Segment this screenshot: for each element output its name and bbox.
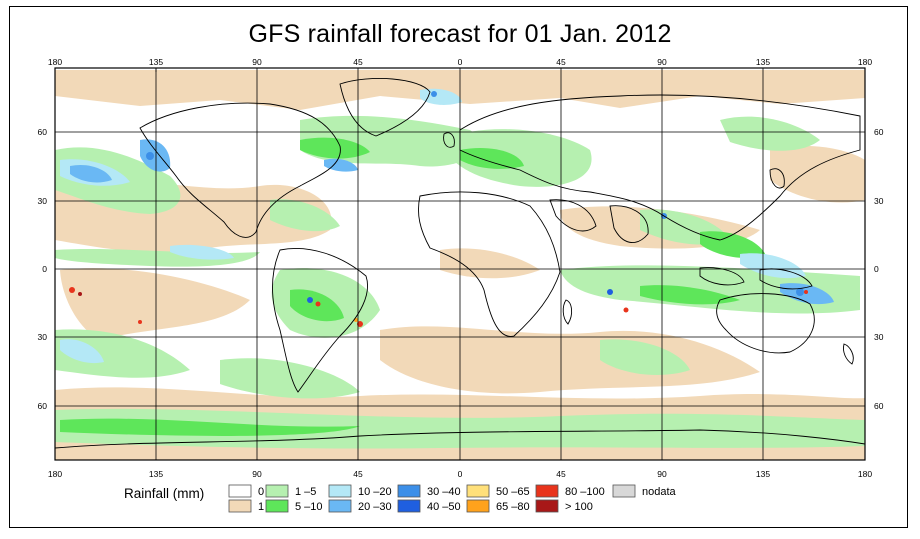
legend-swatch <box>265 484 289 498</box>
legend-swatch <box>397 499 421 513</box>
lon-label: 180 <box>858 57 872 67</box>
coastlines <box>55 78 865 449</box>
lat-label: 0 <box>42 264 47 274</box>
lon-label: 90 <box>657 57 667 67</box>
legend-label: 40 –50 <box>427 501 461 513</box>
legend-swatch <box>535 499 559 513</box>
lon-label: 180 <box>48 469 62 479</box>
legend-swatch <box>535 484 559 498</box>
tick-marks <box>54 68 866 460</box>
lon-label: 0 <box>458 469 463 479</box>
lon-label: 135 <box>756 57 770 67</box>
lat-label: 30 <box>874 332 884 342</box>
legend-swatch <box>228 499 252 513</box>
legend-label: 10 –20 <box>358 486 392 498</box>
right-lat-labels: 60 30 0 30 60 <box>874 127 884 411</box>
rain-20-30mm-areas <box>70 139 834 305</box>
legend-title: Rainfall (mm) <box>124 486 204 501</box>
lon-label: 180 <box>858 469 872 479</box>
lon-label: 45 <box>353 57 363 67</box>
rain-5-10mm-areas <box>60 137 766 436</box>
heavy-rain-cells <box>69 91 808 327</box>
lat-label: 30 <box>38 332 48 342</box>
legend-label: 1 <box>258 501 264 513</box>
lon-label: 135 <box>756 469 770 479</box>
lat-label: 60 <box>38 127 48 137</box>
map-border <box>54 67 866 461</box>
legend-swatch <box>466 484 490 498</box>
legend-label: > 100 <box>565 501 593 513</box>
lon-label: 135 <box>149 57 163 67</box>
legend-label: 30 –40 <box>427 486 461 498</box>
lat-label: 30 <box>874 196 884 206</box>
bottom-lon-labels: 180 135 90 45 0 45 90 135 180 <box>48 469 872 479</box>
map-title: GFS rainfall forecast for 01 Jan. 2012 <box>248 20 672 48</box>
figure-frame <box>9 6 908 528</box>
legend-label: 20 –30 <box>358 501 392 513</box>
legend-label: 50 –65 <box>496 486 530 498</box>
lon-label: 90 <box>252 57 262 67</box>
legend-swatch <box>228 484 252 498</box>
lon-label: 90 <box>252 469 262 479</box>
lon-label: 180 <box>48 57 62 67</box>
left-lat-labels: 60 30 0 30 60 <box>38 127 48 411</box>
legend-swatch <box>612 484 636 498</box>
lat-label: 60 <box>874 127 884 137</box>
lat-label: 30 <box>38 196 48 206</box>
lon-label: 0 <box>458 57 463 67</box>
legend-label: 1 –5 <box>295 486 316 498</box>
rain-1mm-areas <box>55 70 865 460</box>
legend-swatch <box>466 499 490 513</box>
lon-label: 90 <box>657 469 667 479</box>
legend-label: 5 –10 <box>295 501 323 513</box>
legend-swatch <box>328 499 352 513</box>
lat-label: 60 <box>38 401 48 411</box>
lon-label: 135 <box>149 469 163 479</box>
graticule <box>55 68 865 460</box>
legend-label: 65 –80 <box>496 501 530 513</box>
legend-swatch <box>265 499 289 513</box>
lon-label: 45 <box>556 469 566 479</box>
legend-swatch <box>397 484 421 498</box>
legend-label: nodata <box>642 486 677 498</box>
lat-label: 0 <box>874 264 879 274</box>
legend-label: 80 –100 <box>565 486 605 498</box>
legend-label: 0 <box>258 486 264 498</box>
lon-label: 45 <box>353 469 363 479</box>
legend: Rainfall (mm) 0 1 1 –5 5 –10 10 –20 20 –… <box>124 484 677 513</box>
lat-label: 60 <box>874 401 884 411</box>
rainfall-field <box>55 70 865 460</box>
lon-label: 45 <box>556 57 566 67</box>
legend-swatch <box>328 484 352 498</box>
top-lon-labels: 180 135 90 45 0 45 90 135 180 <box>48 57 872 67</box>
